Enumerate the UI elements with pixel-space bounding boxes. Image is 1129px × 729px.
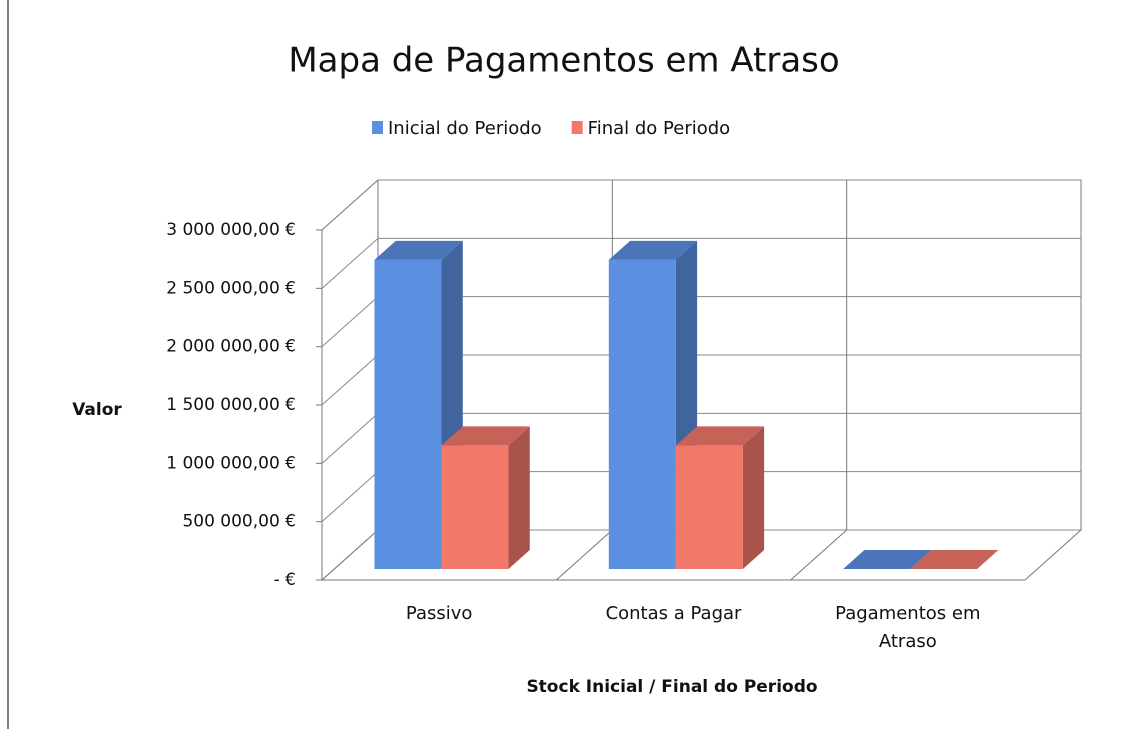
bar-top: [441, 426, 530, 446]
bar-top: [910, 550, 999, 569]
bar: [441, 426, 530, 569]
x-tick-label: Passivo: [405, 603, 473, 624]
bar: [843, 550, 932, 569]
category-divider: [790, 180, 848, 581]
grid-line: [321, 179, 1081, 231]
y-tick-label: 2 000 000,00 €: [166, 337, 296, 357]
x-tick-label: Contas a Pagar: [605, 603, 742, 624]
y-tick-label: - €: [274, 570, 296, 590]
legend-swatch: [571, 121, 583, 134]
bar-top: [675, 426, 765, 446]
y-tick-label: 3 000 000,00 €: [166, 220, 296, 240]
y-axis-title: Valor: [72, 400, 122, 420]
legend-label: Inicial do Periodo: [388, 118, 542, 139]
chart-title: Mapa de Pagamentos em Atraso: [288, 41, 839, 81]
bar-top: [374, 240, 463, 260]
bar: [910, 550, 999, 569]
bar-side: [742, 426, 765, 569]
bar-front: [374, 259, 442, 569]
bar-side: [508, 426, 530, 569]
bar: [675, 426, 765, 569]
bar-top: [608, 240, 698, 260]
legend-label: Final do Periodo: [588, 118, 731, 139]
y-tick-label: 2 500 000,00 €: [166, 278, 296, 298]
y-tick-label: 1 000 000,00 €: [166, 453, 296, 473]
x-axis-title: Stock Inicial / Final do Periodo: [526, 677, 817, 697]
bar-front: [675, 445, 743, 569]
x-tick-label: Pagamentos em Atraso: [835, 603, 981, 652]
y-tick-label: 1 500 000,00 €: [166, 395, 296, 415]
bar-front: [441, 445, 509, 569]
bar-top: [843, 550, 932, 569]
y-tick-label: 500 000,00 €: [182, 512, 296, 532]
legend-swatch: [372, 121, 383, 134]
bar-front: [608, 259, 676, 569]
category-divider: [556, 180, 613, 581]
